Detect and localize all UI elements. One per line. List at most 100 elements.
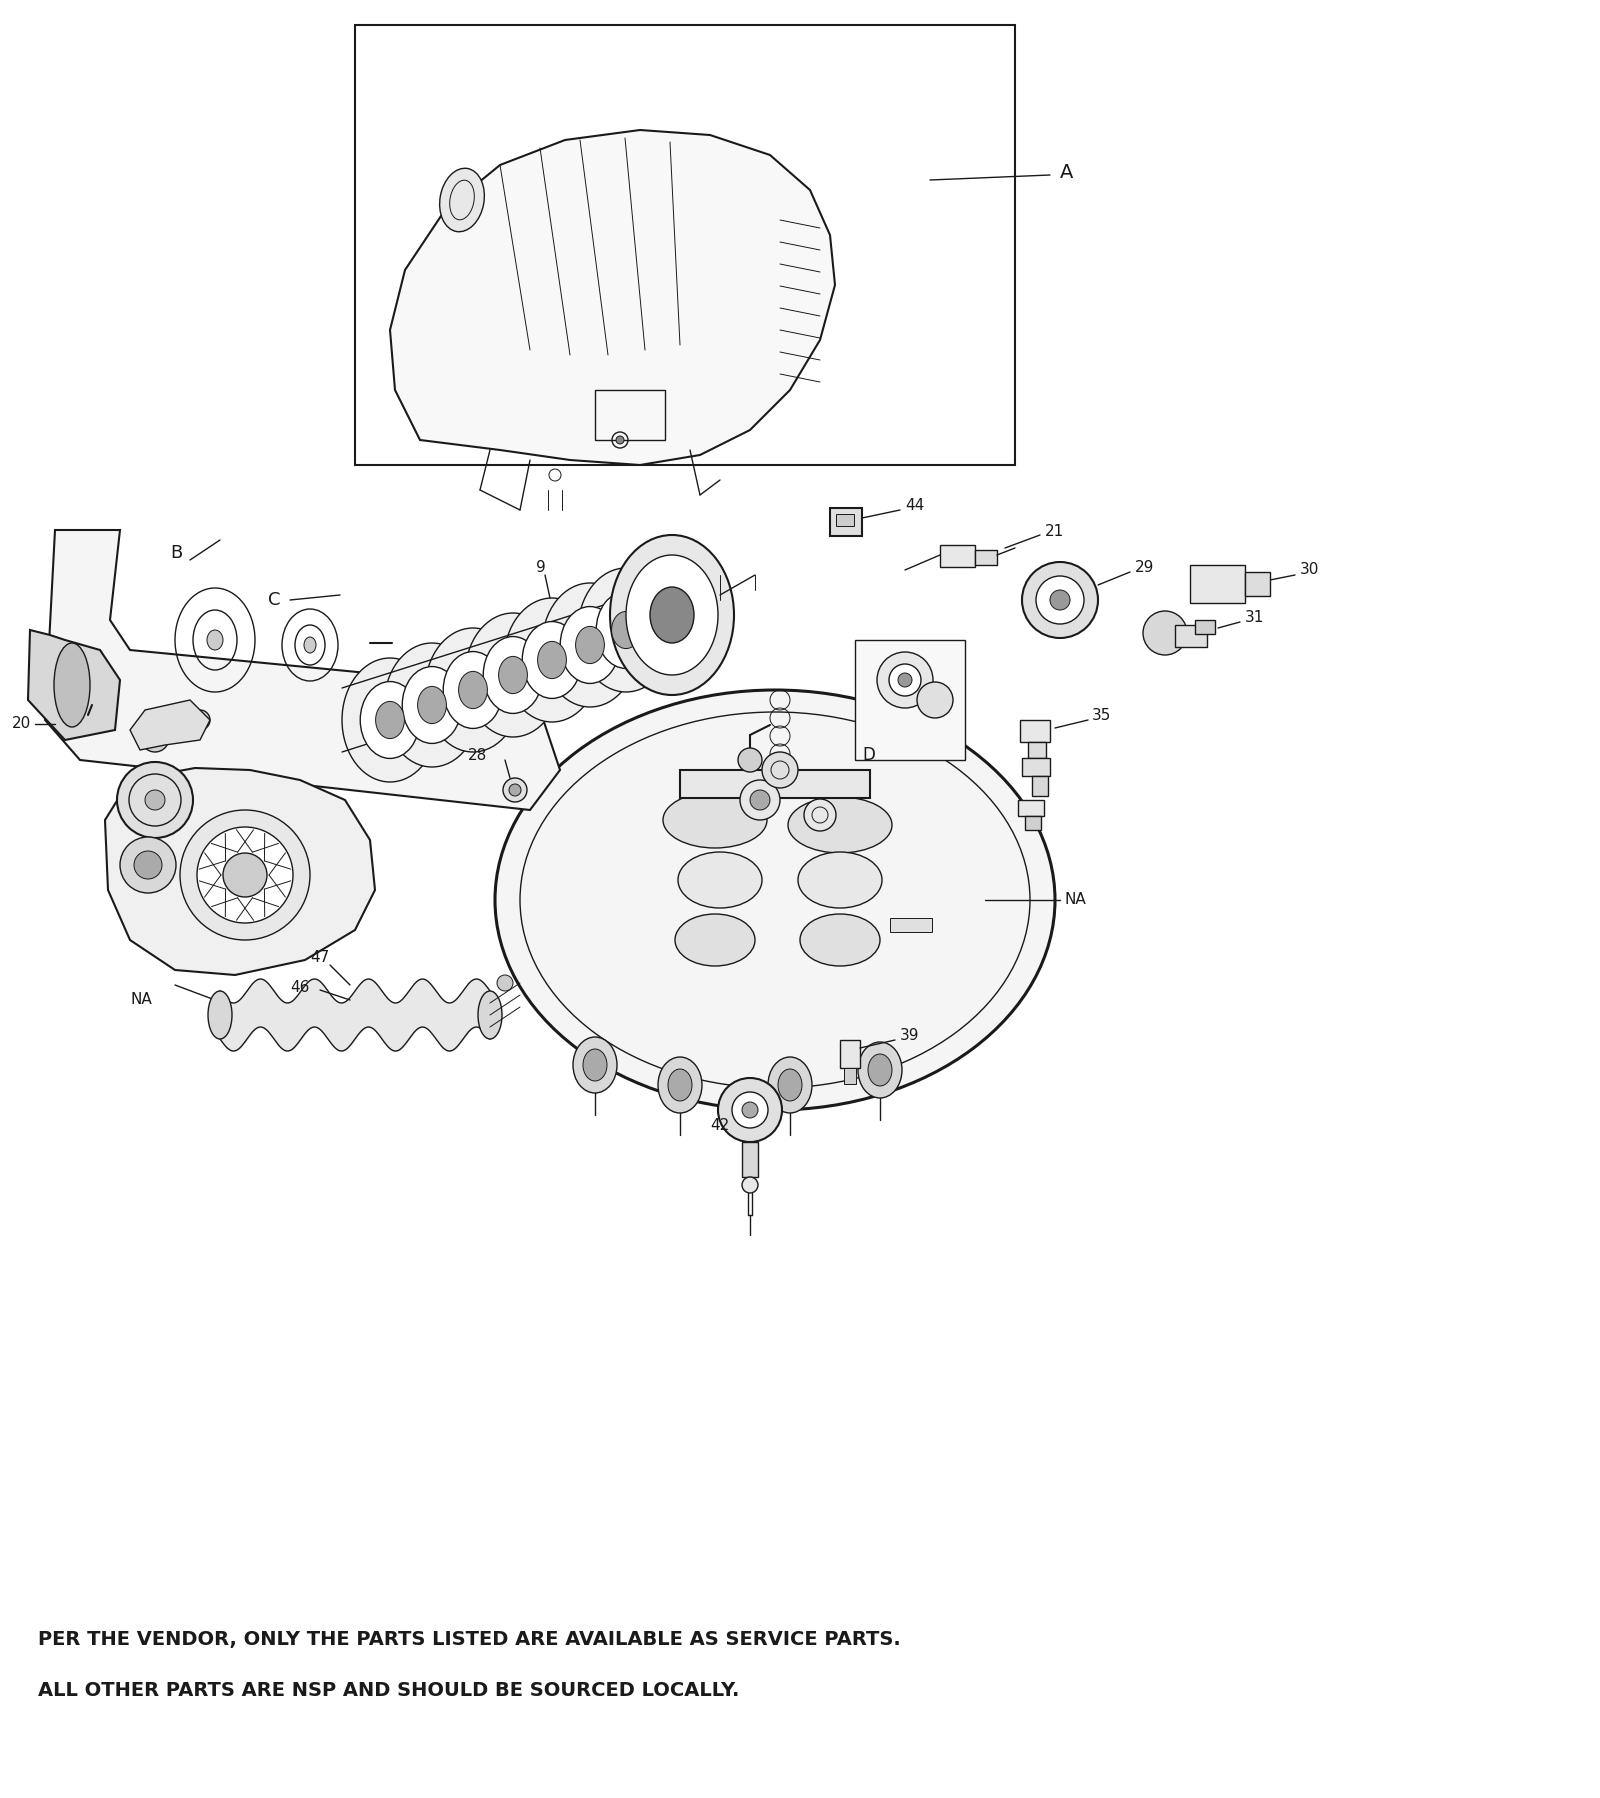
Text: 9: 9 [536,561,546,575]
Ellipse shape [787,797,893,852]
Circle shape [738,748,762,771]
Ellipse shape [658,1057,702,1113]
Circle shape [750,789,770,811]
Ellipse shape [778,1070,802,1100]
Bar [1190,565,1245,602]
Text: 29: 29 [1134,561,1154,575]
Bar [595,390,666,441]
Bar [830,509,862,536]
Ellipse shape [582,1048,606,1081]
Text: 46: 46 [290,980,309,996]
Ellipse shape [402,667,462,743]
Ellipse shape [54,644,90,726]
Circle shape [117,762,194,838]
Circle shape [718,1079,782,1142]
Circle shape [509,784,522,797]
Ellipse shape [208,991,232,1039]
Bar [1032,777,1048,797]
Bar [941,545,974,566]
Ellipse shape [426,628,522,752]
Circle shape [1050,590,1070,610]
Ellipse shape [478,991,502,1039]
Ellipse shape [650,586,694,644]
Bar [1026,816,1042,831]
Ellipse shape [499,656,528,694]
Circle shape [1022,563,1098,638]
Ellipse shape [675,913,755,966]
Text: 31: 31 [1245,611,1264,626]
Circle shape [616,435,624,444]
Bar [1245,572,1270,595]
Bar [355,25,1014,466]
Ellipse shape [611,611,640,649]
Circle shape [197,827,293,922]
Circle shape [898,672,912,687]
Circle shape [179,811,310,940]
Bar [742,1142,758,1178]
Circle shape [742,1178,758,1194]
Text: PER THE VENDOR, ONLY THE PARTS LISTED ARE AVAILABLE AS SERVICE PARTS.: PER THE VENDOR, ONLY THE PARTS LISTED AR… [38,1631,901,1649]
Bar [835,514,854,527]
Text: NA: NA [130,992,152,1007]
Text: C: C [269,592,280,610]
Text: B: B [170,545,182,563]
Circle shape [222,852,267,897]
Bar [1195,620,1214,635]
Polygon shape [29,629,120,741]
Circle shape [141,725,170,752]
Text: 44: 44 [906,498,925,514]
Ellipse shape [443,651,502,728]
Ellipse shape [376,701,405,739]
Bar [854,640,965,761]
Bar [845,1068,856,1084]
Bar [1022,759,1050,777]
Text: 30: 30 [1299,563,1320,577]
Polygon shape [106,768,374,975]
Circle shape [762,752,798,788]
Circle shape [1142,611,1187,654]
Ellipse shape [768,1057,813,1113]
Text: 47: 47 [310,951,330,966]
Ellipse shape [597,592,656,669]
Text: 20: 20 [13,716,32,732]
Ellipse shape [576,626,605,663]
Ellipse shape [418,687,446,723]
Circle shape [877,653,933,708]
Ellipse shape [678,852,762,908]
Text: A: A [1059,162,1074,182]
Bar [1021,719,1050,743]
Ellipse shape [578,568,674,692]
Text: ALL OTHER PARTS ARE NSP AND SHOULD BE SOURCED LOCALLY.: ALL OTHER PARTS ARE NSP AND SHOULD BE SO… [38,1681,739,1699]
Circle shape [498,975,514,991]
Ellipse shape [522,622,582,698]
Circle shape [739,780,781,820]
Ellipse shape [573,1037,618,1093]
Circle shape [146,789,165,811]
Ellipse shape [538,642,566,678]
Text: 35: 35 [1091,708,1112,723]
Ellipse shape [494,690,1054,1109]
Text: D: D [862,746,875,764]
Bar [1027,743,1046,759]
Text: 42: 42 [710,1118,730,1133]
Ellipse shape [440,169,485,232]
Text: 21: 21 [1045,525,1064,539]
Ellipse shape [669,1070,691,1100]
Ellipse shape [798,852,882,908]
Circle shape [917,681,954,717]
Circle shape [890,663,922,696]
Ellipse shape [459,671,488,708]
Circle shape [1037,575,1085,624]
Circle shape [190,710,210,730]
Polygon shape [390,129,835,466]
Ellipse shape [384,644,480,768]
Ellipse shape [560,606,619,683]
Ellipse shape [858,1043,902,1099]
Ellipse shape [800,913,880,966]
Ellipse shape [360,681,419,759]
Ellipse shape [610,536,734,696]
Text: 28: 28 [467,748,488,764]
Circle shape [805,798,835,831]
Polygon shape [45,530,560,811]
Ellipse shape [342,658,438,782]
